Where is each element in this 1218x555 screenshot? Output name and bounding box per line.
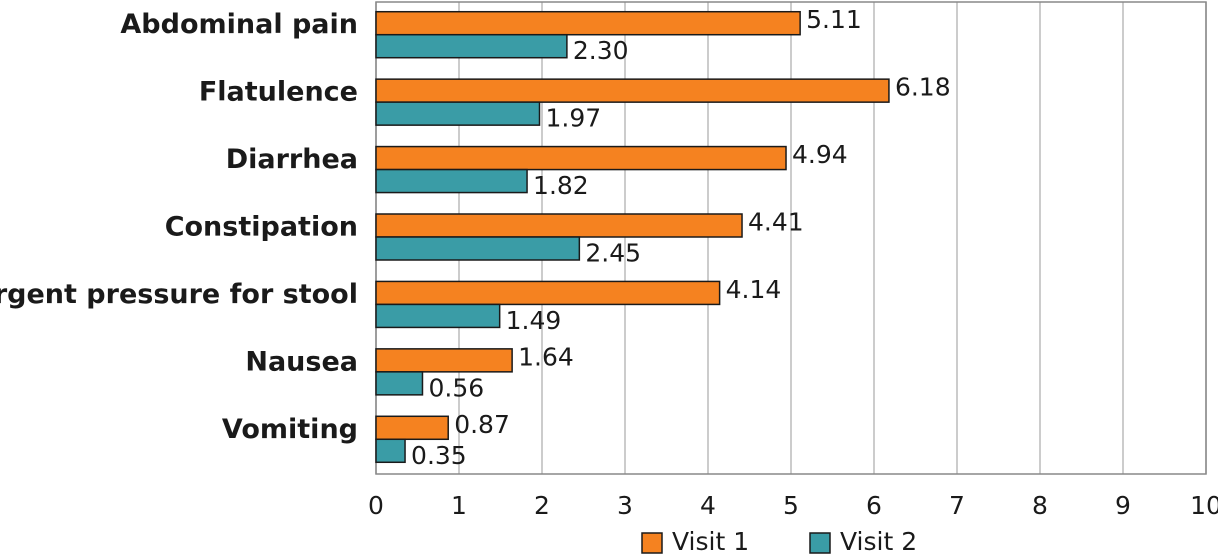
value-label: 1.49 [506,306,562,335]
value-label: 6.18 [895,73,951,102]
x-tick-label: 0 [368,491,384,520]
legend-label: Visit 2 [840,527,917,555]
bar [375,33,568,59]
bar [375,371,424,396]
y-tick-label: Diarrhea [226,144,358,175]
y-tick-label: Nausea [245,346,358,377]
x-tick-label: 5 [783,491,799,520]
bar [375,101,541,126]
legend-swatch [641,532,663,554]
y-tick-label: Abdominal pain [120,9,358,40]
bar [375,145,787,171]
x-tick-label: 1 [451,491,467,520]
value-label: 0.87 [454,410,510,439]
x-tick-label: 7 [949,491,965,520]
y-tick-label: Vomiting [222,414,358,445]
bar [375,303,501,329]
bar [375,438,406,464]
value-label: 1.64 [518,342,574,371]
value-label: 2.30 [573,36,629,65]
value-label: 0.35 [411,441,467,470]
x-tick-label: 9 [1115,491,1131,520]
bar [375,280,721,306]
value-label: 0.56 [428,373,484,402]
value-label: 2.45 [585,239,641,268]
legend-label: Visit 1 [672,527,749,555]
y-tick-label: Constipation [165,212,358,243]
value-label: 1.82 [533,171,589,200]
x-tick-label: 10 [1190,491,1218,520]
bar [375,415,449,441]
bar [375,168,528,194]
bar [375,236,581,261]
x-tick-label: 6 [866,491,882,520]
value-label: 5.11 [806,5,862,34]
legend-swatch [809,532,831,554]
x-tick-label: 2 [534,491,550,520]
bar [375,348,513,373]
value-label: 4.14 [726,275,782,304]
y-tick-label: Flatulence [199,77,358,108]
x-tick-label: 8 [1032,491,1048,520]
bar [375,10,801,36]
value-label: 1.97 [546,104,602,133]
x-tick-label: 4 [700,491,716,520]
value-label: 4.94 [792,140,848,169]
y-tick-label: Urgent pressure for stool [0,279,358,310]
x-tick-label: 3 [617,491,633,520]
bar [375,213,743,238]
value-label: 4.41 [748,208,804,237]
bar [375,78,890,103]
